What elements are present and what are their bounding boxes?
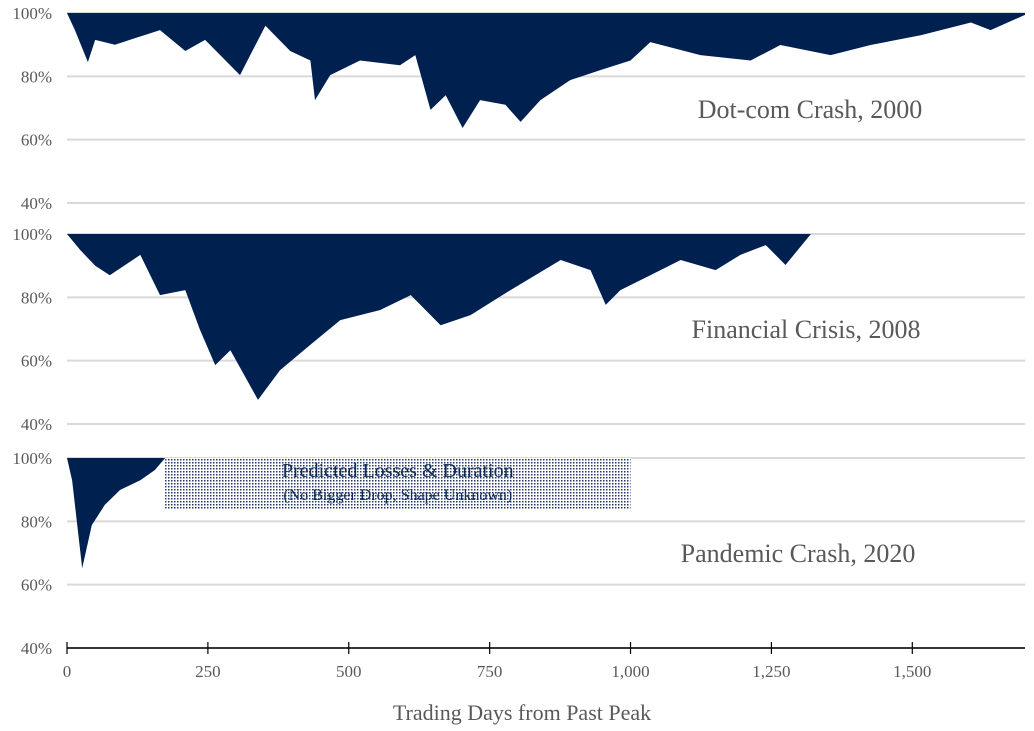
drawdown-area (67, 234, 811, 400)
y-tick-label: 60% (21, 576, 52, 595)
y-tick-label: 40% (21, 415, 52, 434)
prediction-subtitle: (No Bigger Drop, Shape Unknown) (283, 487, 512, 504)
y-tick-label: 80% (21, 288, 52, 307)
x-tick-label: 1,250 (752, 662, 790, 681)
y-tick-label: 100% (12, 449, 52, 468)
x-tick-label: 1,000 (611, 662, 649, 681)
x-tick-label: 1,500 (893, 662, 931, 681)
panel-1: 100% 80% 60% 40% Dot-com Crash, 2000 (12, 4, 1025, 213)
panel-3: 100% 80% 60% 40% Pandemic Crash, 2020 Predict… (12, 449, 1025, 658)
x-tick-label: 0 (63, 662, 72, 681)
y-tick-label: 80% (21, 512, 52, 531)
prediction-title: Predicted Losses & Duration (282, 460, 514, 482)
y-tick-label: 60% (21, 352, 52, 371)
x-axis-label: Trading Days from Past Peak (393, 700, 651, 725)
x-axis: 0 250 500 750 1,000 1,250 1,500 (63, 642, 1025, 681)
drawdown-area (67, 13, 1025, 128)
x-tick-label: 750 (477, 662, 503, 681)
x-tick-label: 250 (195, 662, 221, 681)
prediction-box (165, 458, 631, 509)
drawdown-area (67, 458, 166, 569)
y-tick-label: 80% (21, 67, 52, 86)
y-tick-label: 40% (21, 194, 52, 213)
panel-label: Financial Crisis, 2008 (692, 315, 921, 344)
y-tick-label: 60% (21, 131, 52, 150)
y-tick-label: 100% (12, 225, 52, 244)
panel-label: Pandemic Crash, 2020 (681, 539, 916, 568)
y-tick-label: 100% (12, 4, 52, 23)
panel-2: 100% 80% 60% 40% Financial Crisis, 2008 (12, 225, 1025, 434)
y-tick-label: 40% (21, 639, 52, 658)
panel-label: Dot-com Crash, 2000 (698, 95, 923, 124)
x-tick-label: 500 (336, 662, 362, 681)
